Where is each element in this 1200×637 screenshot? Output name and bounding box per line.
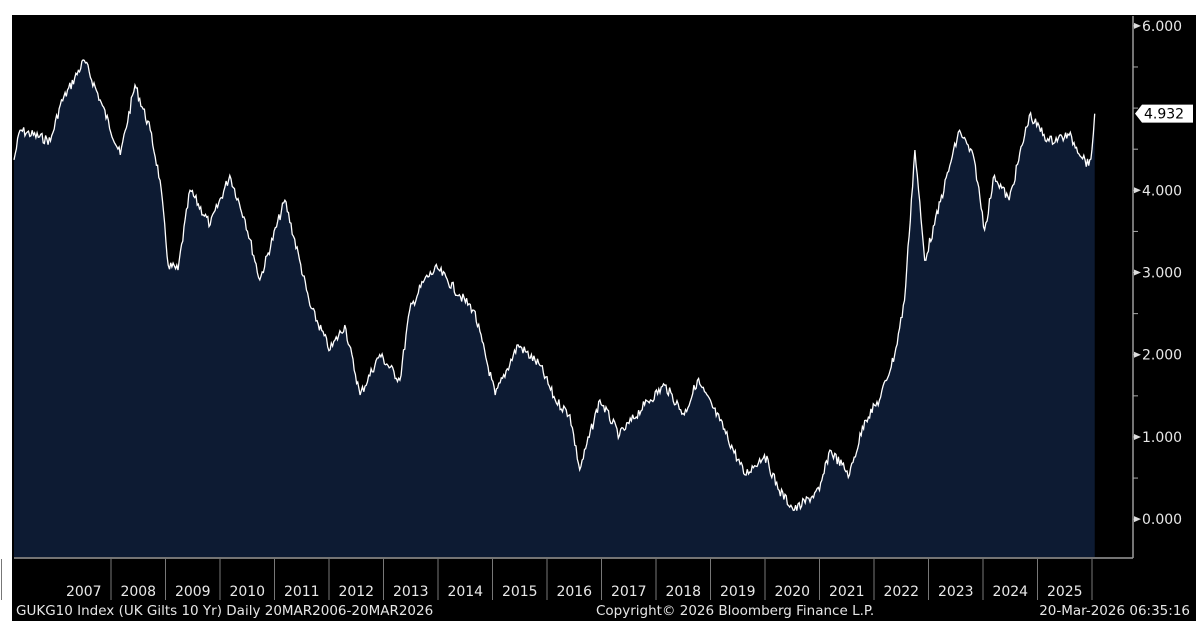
x-tick-label: 2017 bbox=[611, 584, 647, 600]
x-tick-label: 2025 bbox=[1047, 584, 1083, 600]
last-value-badge bbox=[1135, 104, 1193, 123]
y-tick-label: 4.000 bbox=[1142, 183, 1182, 199]
footer-timestamp: 20-Mar-2026 06:35:16 bbox=[1039, 603, 1190, 619]
y-tick-label: 0.000 bbox=[1142, 512, 1182, 528]
x-tick-label: 2021 bbox=[829, 584, 865, 600]
y-tick-marker bbox=[1134, 269, 1141, 276]
x-tick-label: 2007 bbox=[66, 584, 102, 600]
y-tick-label: 3.000 bbox=[1142, 266, 1182, 282]
x-tick-label: 2012 bbox=[338, 584, 374, 600]
y-tick-label: 1.000 bbox=[1142, 430, 1182, 446]
footer-copyright: Copyright© 2026 Bloomberg Finance L.P. bbox=[596, 603, 875, 619]
x-tick-label: 2010 bbox=[229, 584, 265, 600]
area-fill bbox=[14, 59, 1095, 558]
x-tick-label: 2014 bbox=[447, 584, 483, 600]
x-tick-label: 2013 bbox=[393, 584, 429, 600]
x-tick-label: 2019 bbox=[720, 584, 756, 600]
last-value-label: 4.932 bbox=[1144, 107, 1184, 123]
y-tick-marker bbox=[1134, 22, 1141, 29]
y-tick-marker bbox=[1134, 516, 1141, 523]
footer-security-description: GUKG10 Index (UK Gilts 10 Yr) Daily 20MA… bbox=[16, 603, 434, 619]
x-tick-label: 2020 bbox=[774, 584, 810, 600]
y-tick-label: 2.000 bbox=[1142, 348, 1182, 364]
x-tick-label: 2022 bbox=[883, 584, 919, 600]
x-tick-label: 2009 bbox=[175, 584, 211, 600]
y-tick-label: 6.000 bbox=[1142, 19, 1182, 35]
series-line bbox=[13, 59, 1096, 512]
y-tick-marker bbox=[1134, 187, 1141, 194]
x-tick-label: 2011 bbox=[284, 584, 320, 600]
y-tick-marker bbox=[1134, 433, 1141, 440]
x-tick-label: 2016 bbox=[556, 584, 592, 600]
x-tick-label: 2023 bbox=[938, 584, 974, 600]
x-tick-label: 2018 bbox=[665, 584, 701, 600]
x-tick-label: 2008 bbox=[120, 584, 156, 600]
y-tick-marker bbox=[1134, 351, 1141, 358]
x-tick-label: 2015 bbox=[502, 584, 538, 600]
x-tick-label: 2024 bbox=[992, 584, 1028, 600]
